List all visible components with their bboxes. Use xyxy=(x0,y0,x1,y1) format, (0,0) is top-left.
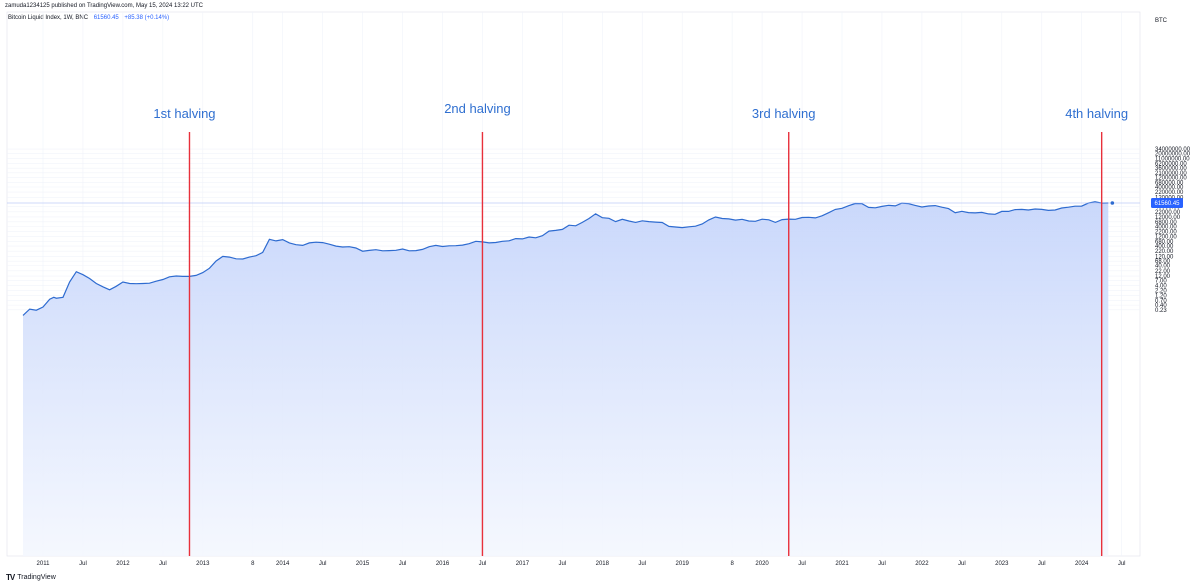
y-tick-label: 40.00 xyxy=(1155,264,1171,270)
x-tick-label: 2014 xyxy=(276,561,290,567)
x-tick-label: Jul xyxy=(1038,561,1046,567)
y-tick-label: 400000.00 xyxy=(1155,185,1184,191)
y-tick-label: 20000000.00 xyxy=(1155,152,1191,158)
x-tick-label: Jul xyxy=(319,561,327,567)
publish-header: zamuda1234125 published on TradingView.c… xyxy=(5,3,204,9)
x-tick-label: 2011 xyxy=(37,561,51,567)
tradingview-logo-text: TradingView xyxy=(17,574,56,581)
y-tick-label: 11000000.00 xyxy=(1155,157,1190,163)
y-tick-label: 12000.00 xyxy=(1155,215,1181,221)
y-tick-label: 4.00 xyxy=(1155,283,1167,289)
y-tick-label: 120.00 xyxy=(1155,254,1174,260)
x-tick-label: 2012 xyxy=(116,561,130,567)
x-tick-label: 2017 xyxy=(516,561,530,567)
tradingview-logo[interactable]: TV TradingView xyxy=(6,573,56,582)
x-tick-label: 2023 xyxy=(995,561,1009,567)
halving-label: 3rd halving xyxy=(752,106,816,121)
x-tick-label: Jul xyxy=(79,561,87,567)
y-tick-label: 6800.00 xyxy=(1155,220,1177,226)
last-price-label: 61560.45 xyxy=(1151,198,1183,208)
y-tick-label: 2200.00 xyxy=(1155,229,1177,235)
legend-last-price: 61560.45 xyxy=(93,15,119,21)
x-tick-label: 2016 xyxy=(436,561,450,567)
y-tick-label: 22000.00 xyxy=(1155,210,1181,216)
legend-change: +85.38 (+0.14%) xyxy=(124,15,170,21)
y-axis-currency: BTC xyxy=(1155,18,1168,24)
y-tick-label: 220000.00 xyxy=(1155,190,1184,196)
price-area-fill xyxy=(23,201,1109,556)
legend-symbol: Bitcoin Liquid Index, 1W, BNC xyxy=(8,15,89,21)
x-tick-label: Jul xyxy=(159,561,167,567)
y-tick-label: 0.40 xyxy=(1155,303,1167,309)
y-tick-label: 7.00 xyxy=(1155,279,1167,285)
y-tick-label: 34000000.00 xyxy=(1155,147,1191,153)
y-tick-label: 1.20 xyxy=(1155,294,1167,300)
halving-markers: 1st halving 2nd halving 3rd halving 4th hal… xyxy=(153,101,1128,556)
x-axis: 2011 Jul 2012 Jul 2013 8 2014 Jul 2015 Jul 2016 Jul… xyxy=(37,561,1126,567)
x-tick-label: 2021 xyxy=(835,561,849,567)
y-tick-label: 6200000.00 xyxy=(1155,162,1187,168)
y-tick-label: 680000.00 xyxy=(1155,180,1184,186)
x-tick-label: Jul xyxy=(798,561,806,567)
y-tick-label: 680.00 xyxy=(1155,240,1174,246)
y-tick-label: 12.00 xyxy=(1155,274,1171,280)
x-tick-label: Jul xyxy=(1118,561,1126,567)
halving-label: 2nd halving xyxy=(444,101,511,116)
y-tick-label: 2100000.00 xyxy=(1155,171,1187,177)
x-tick-label: 2013 xyxy=(196,561,210,567)
tradingview-logo-icon: TV xyxy=(6,573,15,582)
x-tick-label: 2022 xyxy=(915,561,929,567)
y-tick-label: 0.70 xyxy=(1155,298,1167,304)
last-price-label-text: 61560.45 xyxy=(1154,201,1180,207)
x-tick-label: Jul xyxy=(479,561,487,567)
x-tick-label: Jul xyxy=(559,561,567,567)
y-tick-label: 2.20 xyxy=(1155,289,1167,295)
x-tick-label: 2020 xyxy=(755,561,769,567)
y-tick-label: 0.23 xyxy=(1155,308,1167,314)
last-price-dot xyxy=(1110,201,1115,205)
x-tick-label: Jul xyxy=(958,561,966,567)
y-tick-label: 22.00 xyxy=(1155,269,1171,275)
last-price-label-bg xyxy=(1151,198,1183,208)
y-axis[interactable]: 0.230.400.701.202.204.007.0012.0022.0040… xyxy=(1155,18,1191,314)
price-series-line[interactable] xyxy=(22,201,1109,316)
y-tick-label: 4000.00 xyxy=(1155,224,1177,230)
halving-label: 1st halving xyxy=(153,106,215,121)
x-tick-label: Jul xyxy=(878,561,886,567)
x-tick-label: 2024 xyxy=(1075,561,1089,567)
series-legend[interactable]: Bitcoin Liquid Index, 1W, BNC 61560.45 +… xyxy=(8,15,169,21)
x-tick-label: 2015 xyxy=(356,561,370,567)
x-tick-label: Jul xyxy=(638,561,646,567)
halving-label: 4th halving xyxy=(1065,106,1128,121)
y-tick-label: 400.00 xyxy=(1155,244,1174,250)
y-tick-label: 220.00 xyxy=(1155,249,1174,255)
y-tick-label: 3600000.00 xyxy=(1155,166,1187,172)
y-tick-label: 1200.00 xyxy=(1155,235,1177,241)
y-tick-label: 1200000.00 xyxy=(1155,176,1187,182)
y-tick-label: 68.00 xyxy=(1155,259,1171,265)
x-tick-label: Jul xyxy=(399,561,407,567)
x-tick-label: 8 xyxy=(251,561,255,567)
x-tick-label: 8 xyxy=(730,561,734,567)
x-tick-label: 2018 xyxy=(596,561,610,567)
x-tick-label: 2019 xyxy=(676,561,690,567)
